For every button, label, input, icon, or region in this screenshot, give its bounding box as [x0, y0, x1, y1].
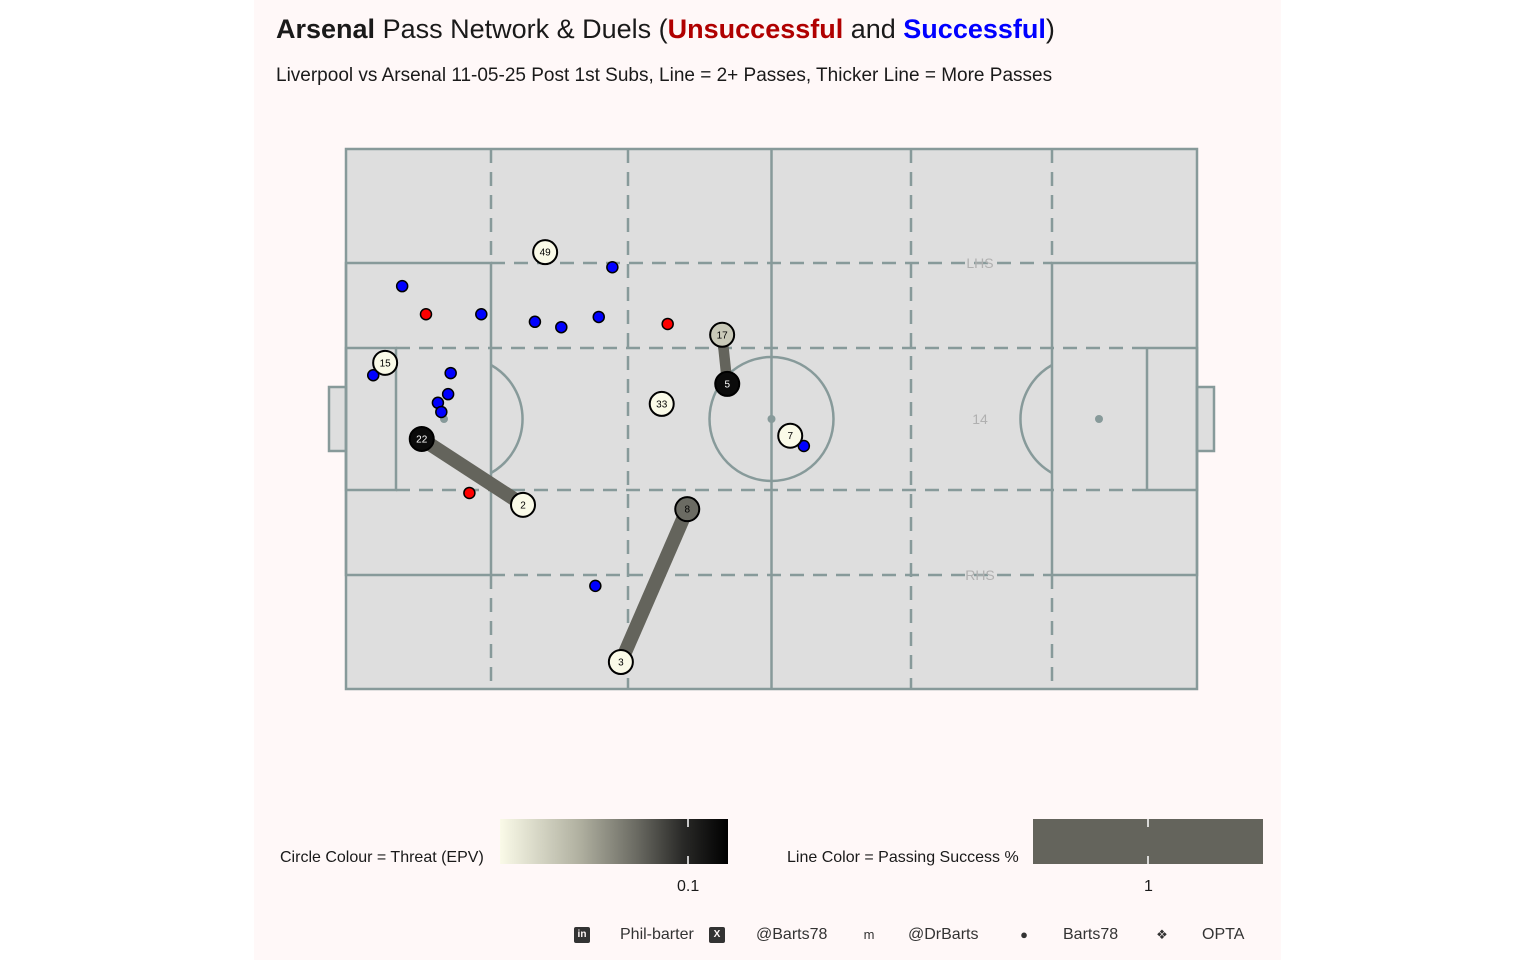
d-arc-right — [1019, 363, 1053, 475]
pitch — [327, 147, 1216, 691]
player-node: 8 — [674, 496, 701, 523]
player-node: 7 — [777, 422, 804, 449]
player-number: 17 — [717, 330, 729, 341]
player-number: 3 — [618, 658, 624, 669]
title-close: ) — [1045, 14, 1055, 44]
player-circle — [674, 496, 701, 523]
player-node: 15 — [372, 349, 399, 376]
x-icon: X — [709, 927, 725, 943]
successful-duel-point — [797, 439, 811, 453]
linkedin-icon: in — [574, 927, 590, 943]
six-yard-box-right — [1145, 346, 1199, 492]
zone-label: RHS — [965, 567, 995, 583]
player-number: 7 — [787, 431, 793, 442]
player-number: 2 — [520, 500, 526, 511]
successful-duel-point — [589, 579, 602, 593]
player-number: 15 — [380, 358, 392, 369]
centre-circle — [708, 355, 835, 483]
title-unsuccessful: Unsuccessful — [667, 14, 844, 44]
player-node: 5 — [714, 370, 741, 397]
mastodon-icon: m — [863, 927, 875, 942]
epv-legend-label: Circle Colour = Threat (EPV) — [280, 849, 484, 866]
player-number: 33 — [656, 399, 668, 410]
player-circle — [777, 422, 804, 449]
dropbox-icon: ❖ — [1156, 927, 1168, 942]
penalty-spot-right — [1095, 415, 1103, 423]
pass-line — [417, 433, 527, 511]
player-circle — [648, 390, 675, 417]
player-circle — [714, 370, 741, 397]
title-text: Pass Network & Duels ( — [375, 14, 668, 44]
unsuccessful-duel-point — [661, 317, 674, 331]
d-arc-left — [490, 363, 524, 475]
epv-colorbar — [500, 819, 728, 864]
chart-title: Arsenal Pass Network & Duels (Unsuccessf… — [276, 14, 1055, 45]
successful-duel-point — [444, 366, 457, 380]
player-circle — [607, 649, 634, 675]
title-successful: Successful — [903, 14, 1046, 44]
player-node: 49 — [532, 239, 559, 266]
footer-credit: OPTA — [1202, 926, 1245, 943]
zone-label: LHS — [966, 255, 993, 271]
player-number: 22 — [416, 434, 428, 445]
player-node: 2 — [510, 491, 537, 518]
footer-credit: @Barts78 — [756, 926, 828, 943]
line-legend-label: Line Color = Passing Success % — [787, 849, 1019, 866]
player-node: 17 — [709, 321, 736, 348]
line-tick-label: 1 — [1144, 878, 1153, 895]
successful-duel-point — [555, 320, 568, 334]
github-icon: ● — [1020, 927, 1028, 942]
player-circle — [510, 491, 537, 518]
successful-duel-point — [606, 261, 619, 274]
title-team: Arsenal — [276, 14, 376, 44]
player-number: 5 — [724, 379, 730, 390]
player-circle — [709, 321, 736, 348]
player-circle — [372, 349, 399, 376]
zone-label: 14 — [972, 411, 988, 427]
epv-tick-label: 0.1 — [677, 878, 700, 895]
six-yard-box-left — [344, 346, 398, 492]
player-circle — [408, 425, 435, 452]
player-number: 49 — [540, 248, 552, 259]
legend — [500, 819, 1263, 864]
centre-spot — [767, 415, 776, 423]
player-circle — [532, 239, 559, 266]
unsuccessful-duel-point — [419, 307, 433, 321]
player-node: 22 — [408, 425, 435, 452]
pass-line — [614, 506, 694, 665]
title-and: and — [843, 14, 904, 44]
chart-subtitle: Liverpool vs Arsenal 11-05-25 Post 1st S… — [276, 65, 1053, 86]
footer-credit: @DrBarts — [908, 926, 979, 943]
successful-duel-point — [395, 279, 409, 293]
footer-credit: Barts78 — [1063, 926, 1119, 943]
goal-left — [327, 385, 348, 453]
successful-duel-point — [366, 369, 380, 382]
player-node: 3 — [607, 649, 634, 675]
goal-right — [1195, 385, 1216, 453]
unsuccessful-duel-point — [463, 486, 476, 500]
successful-duel-point — [441, 387, 455, 401]
player-number: 8 — [684, 505, 690, 516]
player-node: 33 — [648, 390, 675, 417]
successful-duel-point — [435, 405, 448, 419]
successful-duel-point — [475, 307, 488, 321]
successful-duel-point — [528, 315, 542, 329]
footer-credit: Phil-barter — [620, 926, 694, 943]
successful-duel-point — [592, 310, 605, 324]
